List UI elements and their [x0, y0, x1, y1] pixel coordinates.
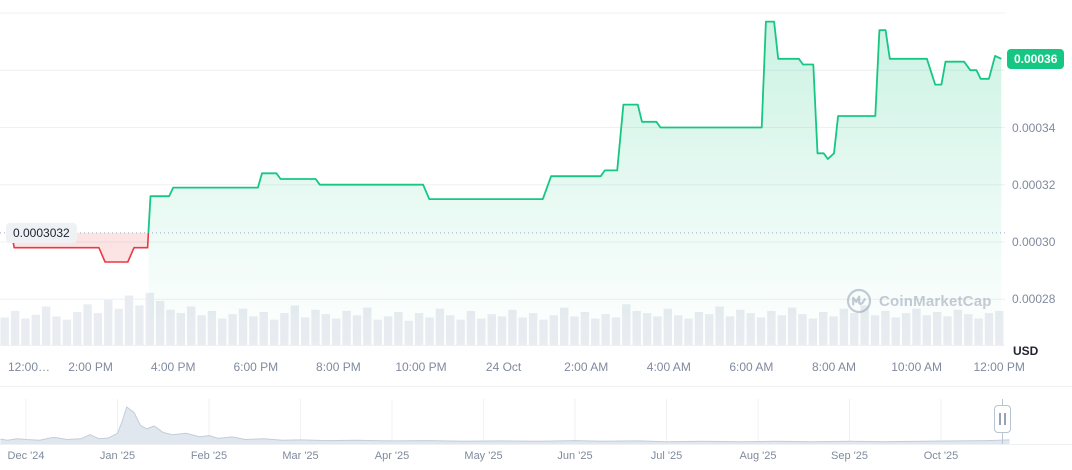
navigator-area	[0, 407, 1010, 444]
navigator-month-label: Sep '25	[831, 450, 868, 462]
navigator-month-label: Dec '24	[7, 450, 45, 462]
y-axis-label: 0.00032	[1012, 177, 1056, 192]
price-chart-canvas[interactable]	[0, 0, 1072, 352]
navigator-month-label: May '25	[464, 450, 503, 462]
x-axis-label: 2:00 AM	[564, 360, 609, 374]
navigator-month-label: Jun '25	[557, 450, 593, 462]
y-axis-label: 0.00030	[1012, 235, 1056, 249]
x-axis-label: 4:00 PM	[150, 360, 196, 374]
x-axis-label: 8:00 PM	[316, 360, 361, 374]
navigator-month-label: Feb '25	[190, 450, 228, 462]
currency-label: USD	[1013, 344, 1039, 358]
x-axis-label: 24 Oct	[485, 360, 522, 374]
x-axis-label: 2:00 PM	[68, 360, 113, 374]
navigator-line	[0, 406, 1010, 443]
coinmarketcap-logo-icon	[846, 288, 872, 314]
y-axis-label: 0.00034	[1012, 120, 1056, 135]
navigator-month-label: Apr '25	[374, 450, 410, 462]
x-axis-label: 10:00 PM	[395, 360, 447, 374]
navigator-month-label: Oct '25	[923, 450, 959, 462]
watermark-text: CoinMarketCap	[879, 292, 992, 310]
x-axis-label: 8:00 AM	[811, 360, 857, 374]
navigator-month-label: Jul '25	[650, 450, 683, 462]
x-axis-label: 4:00 AM	[646, 360, 691, 374]
x-axis-label: 10:00 AM	[891, 360, 942, 374]
price-line-up	[147, 20, 1002, 233]
x-axis-label: 6:00 PM	[233, 360, 279, 374]
area-fill-up	[148, 21, 1002, 345]
divider	[0, 386, 1072, 387]
watermark: CoinMarketCap	[846, 288, 992, 314]
range-navigator[interactable]	[0, 399, 1072, 445]
baseline-price-label: 0.0003032	[6, 222, 77, 243]
current-price-badge: 0.00036	[1007, 48, 1065, 69]
x-axis-label: 12:00 PM	[973, 360, 1025, 374]
navigator-month-label: Jan '25	[99, 450, 136, 462]
navigator-month-label: Aug '25	[739, 450, 777, 462]
x-axis-label: 12:00…	[8, 360, 51, 374]
navigator-handle[interactable]	[994, 405, 1011, 433]
navigator-month-label: Mar '25	[282, 450, 319, 462]
y-axis-label: 0.00028	[1012, 292, 1056, 307]
x-axis-label: 6:00 AM	[729, 360, 774, 374]
